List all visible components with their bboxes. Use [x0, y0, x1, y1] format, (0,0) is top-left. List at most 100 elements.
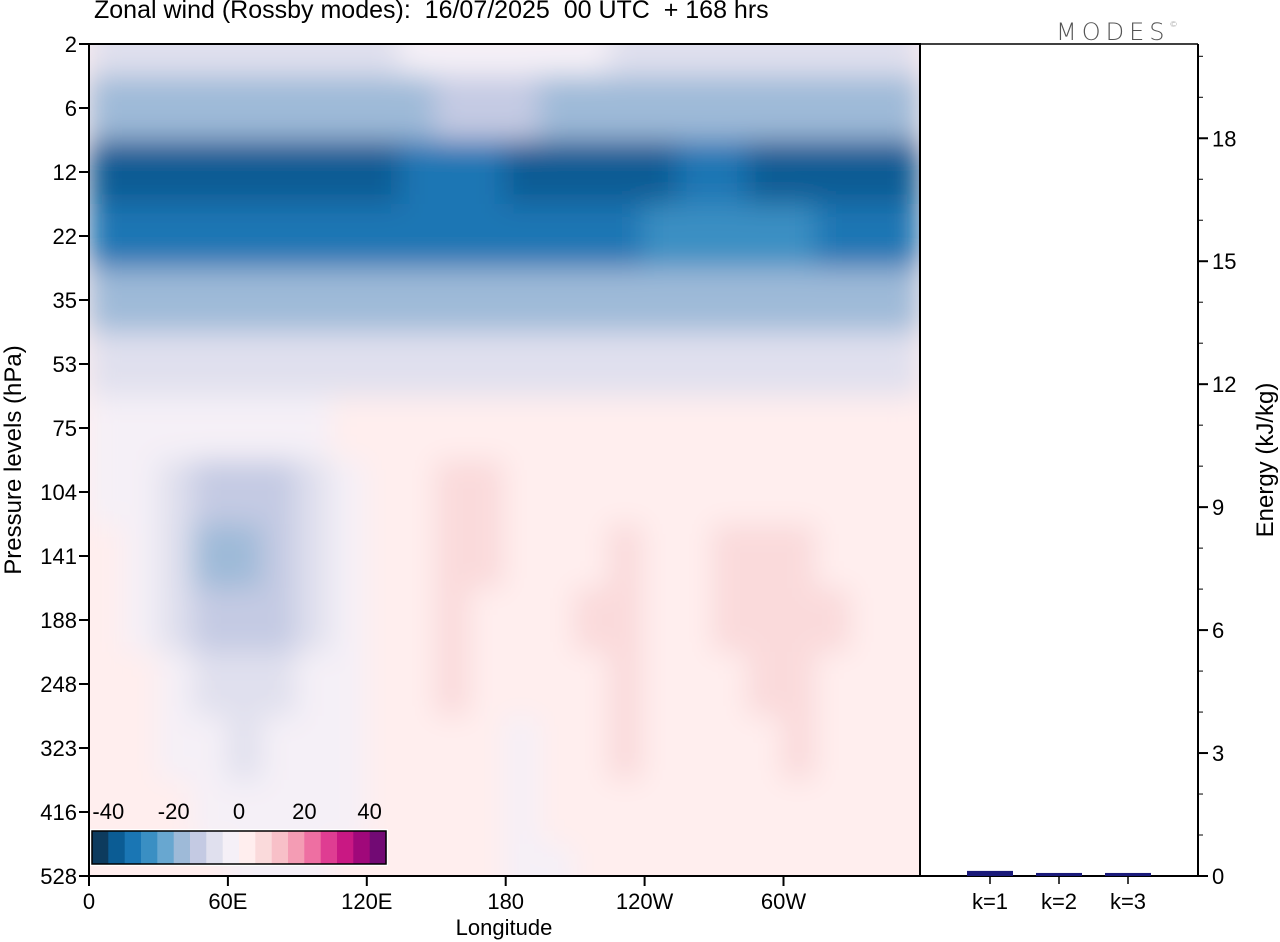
wind-cell — [815, 268, 852, 333]
y-tick-label: 104 — [40, 480, 77, 505]
wind-cell — [261, 652, 298, 717]
wind-cell — [296, 524, 332, 589]
wind-cell — [330, 460, 367, 525]
wind-cell — [157, 588, 194, 653]
wind-cell — [157, 204, 194, 269]
wind-cell — [781, 524, 817, 589]
wind-cell — [815, 716, 852, 781]
wind-cell — [642, 76, 679, 141]
energy-axis-label: Energy (kJ/kg) — [1252, 383, 1279, 538]
wind-cell — [296, 140, 332, 205]
wind-field — [89, 44, 920, 876]
wind-cell — [261, 76, 298, 141]
wind-cell — [815, 44, 852, 77]
wind-cell — [815, 204, 852, 269]
wind-cell — [227, 268, 263, 333]
wind-cell — [746, 844, 782, 876]
wind-cell — [538, 140, 575, 205]
wind-cell — [123, 332, 159, 397]
wind-cell — [850, 588, 886, 653]
wind-cell — [504, 76, 540, 141]
logo-mark: © — [1169, 20, 1178, 29]
wind-cell — [746, 716, 782, 781]
wind-cell — [677, 716, 713, 781]
wind-cell — [89, 332, 125, 397]
y-tick-label: 323 — [40, 736, 77, 761]
wind-cell — [89, 76, 125, 141]
wind-cell — [573, 332, 609, 397]
wind-cell — [123, 204, 159, 269]
y-tick-label: 416 — [40, 800, 77, 825]
wind-cell — [157, 268, 194, 333]
wind-cell — [400, 588, 436, 653]
colorbar-swatch — [239, 831, 256, 864]
colorbar-swatch — [222, 831, 240, 864]
wind-cell — [746, 652, 782, 717]
wind-cell — [296, 44, 332, 77]
wind-cell — [538, 44, 575, 77]
wind-cell — [365, 268, 402, 333]
wind-cell — [365, 140, 402, 205]
wind-cell — [538, 268, 575, 333]
wind-cell — [365, 524, 402, 589]
wind-cell — [365, 396, 402, 461]
wind-cell — [607, 844, 644, 876]
wind-cell — [227, 204, 263, 269]
wind-cell — [192, 716, 228, 781]
wind-heatmap — [89, 44, 920, 876]
wind-cell — [227, 524, 263, 589]
wind-cell — [607, 652, 644, 717]
colorbar-label: -40 — [92, 799, 124, 824]
wind-cell — [504, 396, 540, 461]
wind-cell — [711, 204, 748, 269]
wind-cell — [89, 524, 125, 589]
energy-category-label: k=3 — [1110, 889, 1146, 914]
wind-cell — [504, 716, 540, 781]
wind-cell — [89, 652, 125, 717]
wind-cell — [642, 716, 679, 781]
wind-cell — [642, 140, 679, 205]
wind-cell — [157, 716, 194, 781]
wind-cell — [746, 140, 782, 205]
wind-cell — [573, 204, 609, 269]
wind-cell — [123, 524, 159, 589]
wind-cell — [434, 460, 471, 525]
energy-bar — [1105, 872, 1151, 876]
wind-cell — [123, 76, 159, 141]
wind-cell — [815, 460, 852, 525]
wind-cell — [400, 76, 436, 141]
wind-cell — [538, 76, 575, 141]
wind-cell — [884, 524, 920, 589]
wind-cell — [573, 396, 609, 461]
x-tick-label: 120E — [341, 889, 392, 914]
wind-cell — [677, 652, 713, 717]
wind-cell — [469, 76, 505, 141]
wind-cell — [815, 76, 852, 141]
wind-cell — [711, 268, 748, 333]
wind-cell — [746, 780, 782, 845]
wind-cell — [884, 780, 920, 845]
wind-cell — [711, 524, 748, 589]
wind-cell — [538, 524, 575, 589]
energy-tick-label: 18 — [1212, 126, 1236, 151]
colorbar-swatch — [353, 831, 371, 864]
wind-cell — [123, 140, 159, 205]
wind-cell — [261, 140, 298, 205]
wind-cell — [157, 396, 194, 461]
wind-cell — [781, 140, 817, 205]
wind-cell — [434, 44, 471, 77]
wind-cell — [815, 780, 852, 845]
wind-cell — [192, 76, 228, 141]
y-tick-label: 2 — [65, 32, 77, 57]
x-axis-label: Longitude — [456, 915, 553, 940]
wind-cell — [330, 268, 367, 333]
wind-cell — [261, 716, 298, 781]
colorbar: -40 -20 0 20 40 — [90, 799, 388, 866]
wind-cell — [781, 76, 817, 141]
wind-cell — [227, 652, 263, 717]
energy-tick-label: 9 — [1212, 495, 1224, 520]
wind-cell — [642, 524, 679, 589]
wind-cell — [815, 140, 852, 205]
colorbar-label: 40 — [357, 799, 381, 824]
